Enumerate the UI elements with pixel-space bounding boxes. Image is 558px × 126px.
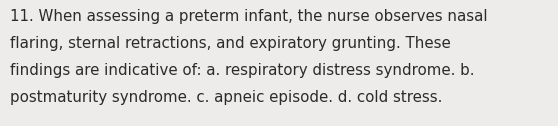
Text: postmaturity syndrome. c. apneic episode. d. cold stress.: postmaturity syndrome. c. apneic episode…: [10, 90, 442, 105]
Text: 11. When assessing a preterm infant, the nurse observes nasal: 11. When assessing a preterm infant, the…: [10, 9, 488, 24]
Text: findings are indicative of: a. respiratory distress syndrome. b.: findings are indicative of: a. respirato…: [10, 63, 474, 78]
Text: flaring, sternal retractions, and expiratory grunting. These: flaring, sternal retractions, and expira…: [10, 36, 451, 51]
